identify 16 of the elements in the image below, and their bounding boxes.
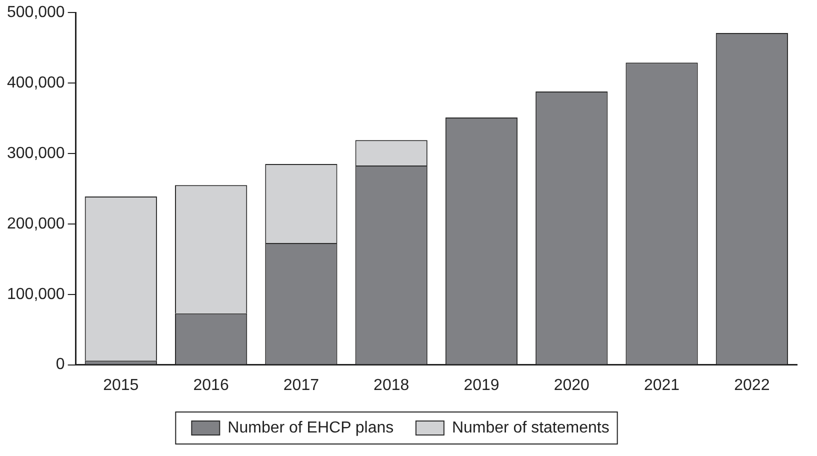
x-tick-label: 2022 [734, 376, 770, 394]
y-tick-label: 200,000 [6, 215, 65, 232]
y-tick-label: 0 [56, 356, 65, 374]
x-tick-label: 2017 [283, 376, 320, 394]
y-tick-label: 300,000 [6, 144, 65, 162]
x-tick-label: 2016 [193, 376, 229, 394]
y-tick-label: 400,000 [6, 74, 65, 92]
y-tick-label: 100,000 [6, 286, 65, 303]
x-tick-label: 2018 [374, 376, 410, 394]
x-tick-label: 2020 [554, 376, 590, 394]
y-tick-label: 500,000 [6, 4, 65, 22]
legend-label: Number of EHCP plans [228, 419, 394, 436]
x-tick-label: 2019 [464, 376, 500, 394]
legend-label: Number of statements [452, 419, 610, 436]
x-tick-label: 2015 [103, 376, 139, 394]
x-tick-label: 2021 [644, 376, 680, 394]
